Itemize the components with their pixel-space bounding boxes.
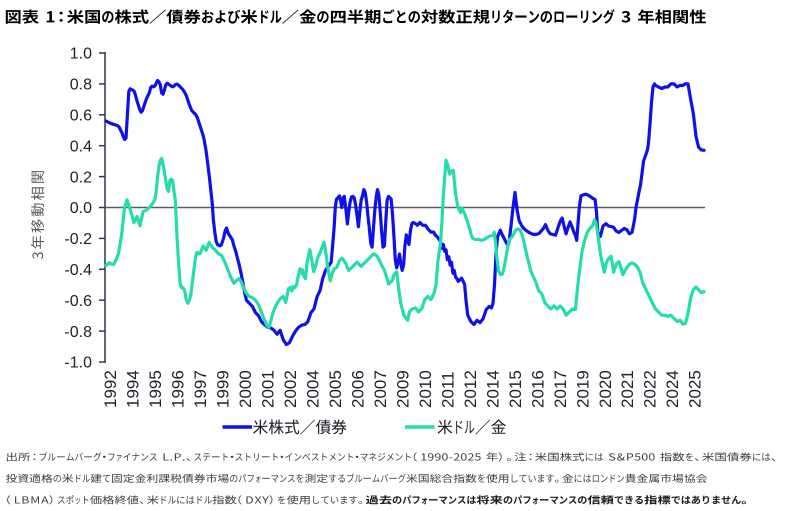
svg-text:1996: 1996 [169, 370, 188, 408]
svg-text:2024: 2024 [663, 370, 682, 408]
svg-text:2015: 2015 [506, 370, 525, 408]
svg-text:-1.0: -1.0 [64, 355, 92, 372]
svg-text:0.8: 0.8 [70, 77, 92, 94]
svg-text:2009: 2009 [393, 370, 412, 408]
svg-text:2001: 2001 [259, 370, 278, 408]
svg-text:2016: 2016 [528, 370, 547, 408]
svg-text:-0.4: -0.4 [64, 262, 92, 279]
svg-text:2019: 2019 [573, 370, 592, 408]
svg-text:1997: 1997 [191, 370, 210, 408]
svg-text:-0.6: -0.6 [64, 293, 92, 310]
svg-text:0.0: 0.0 [70, 200, 92, 217]
svg-text:-0.2: -0.2 [64, 231, 92, 248]
svg-text:2014: 2014 [483, 370, 502, 408]
svg-text:0.2: 0.2 [70, 169, 92, 186]
svg-text:1994: 1994 [124, 370, 143, 408]
svg-text:0.4: 0.4 [70, 138, 92, 155]
svg-text:2004: 2004 [304, 370, 323, 408]
svg-text:2002: 2002 [281, 370, 300, 408]
svg-text:2010: 2010 [416, 370, 435, 408]
svg-text:2005: 2005 [326, 370, 345, 408]
svg-text:2007: 2007 [371, 370, 390, 408]
svg-text:2025: 2025 [686, 370, 705, 408]
svg-text:2006: 2006 [349, 370, 368, 408]
svg-text:1992: 1992 [101, 370, 120, 408]
svg-text:1999: 1999 [214, 370, 233, 408]
svg-text:2017: 2017 [551, 370, 570, 408]
svg-text:2022: 2022 [641, 370, 660, 408]
svg-text:1995: 1995 [146, 370, 165, 408]
svg-text:2012: 2012 [461, 370, 480, 408]
svg-text:2021: 2021 [618, 370, 637, 408]
svg-text:-0.8: -0.8 [64, 324, 92, 341]
svg-text:2000: 2000 [236, 370, 255, 408]
svg-text:2011: 2011 [438, 371, 457, 408]
svg-text:1.0: 1.0 [70, 46, 92, 63]
svg-text:2020: 2020 [596, 370, 615, 408]
svg-text:0.6: 0.6 [70, 108, 92, 125]
